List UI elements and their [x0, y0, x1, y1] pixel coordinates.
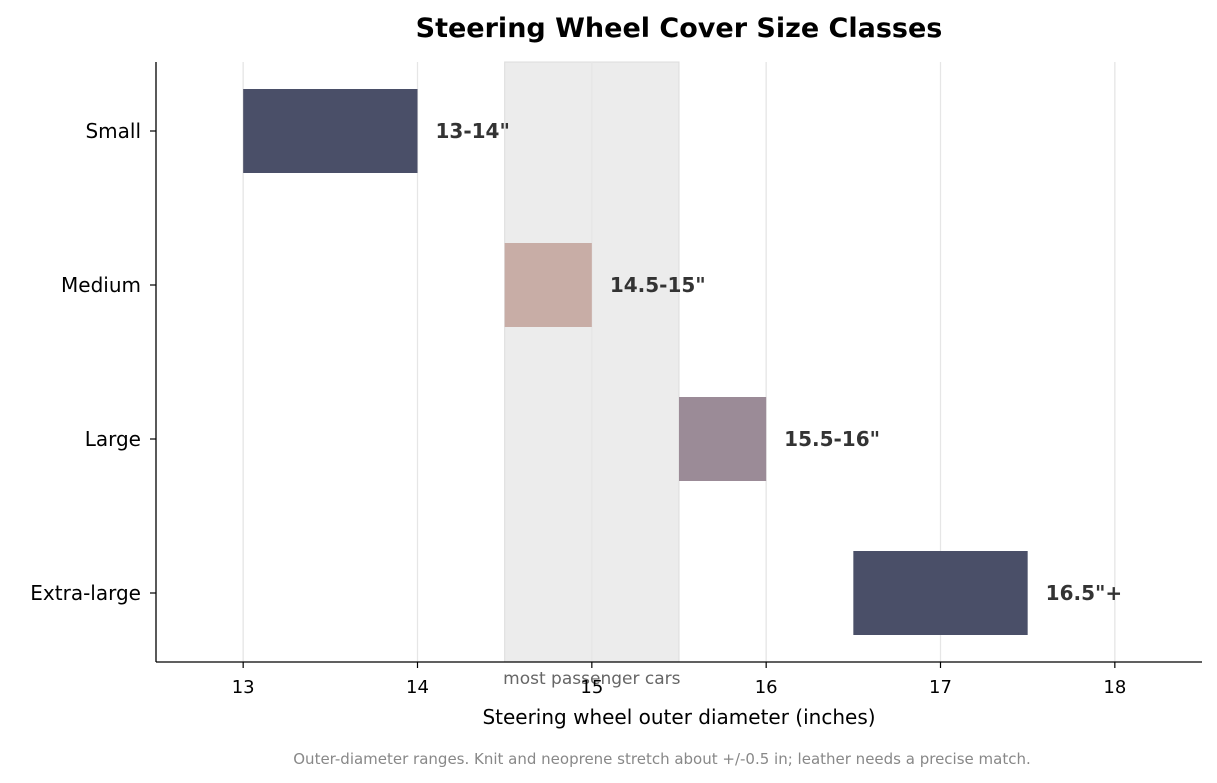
y-tick-label: Large — [85, 427, 141, 451]
data-label: 16.5"+ — [1046, 581, 1123, 605]
y-tick-label: Extra-large — [30, 581, 141, 605]
chart-title: Steering Wheel Cover Size Classes — [416, 13, 943, 44]
bar-large — [679, 397, 767, 481]
chart-caption: Outer-diameter ranges. Knit and neoprene… — [293, 750, 1030, 768]
y-tick-label: Small — [85, 119, 141, 143]
bar-extra-large — [853, 551, 1028, 635]
bars-layer — [243, 89, 1028, 635]
x-axis-label: Steering wheel outer diameter (inches) — [482, 705, 875, 729]
x-tick-label: 16 — [755, 677, 778, 698]
data-label: 15.5-16" — [784, 427, 880, 451]
axes-layer — [150, 62, 1202, 668]
x-tick-label: 13 — [232, 677, 255, 698]
bar-medium — [504, 243, 592, 327]
data-label: 14.5-15" — [610, 273, 706, 297]
x-tick-label: 17 — [929, 677, 952, 698]
x-tick-label: 15 — [580, 677, 603, 698]
bar-small — [243, 89, 418, 173]
x-tick-label: 18 — [1103, 677, 1126, 698]
y-tick-label: Medium — [61, 273, 141, 297]
labels-layer: most passenger cars 13-14" 14.5-15" 15.5-16… — [30, 119, 1126, 698]
highlight-band-label: most passenger cars — [503, 669, 680, 689]
x-tick-label: 14 — [406, 677, 429, 698]
data-label: 13-14" — [436, 119, 510, 143]
